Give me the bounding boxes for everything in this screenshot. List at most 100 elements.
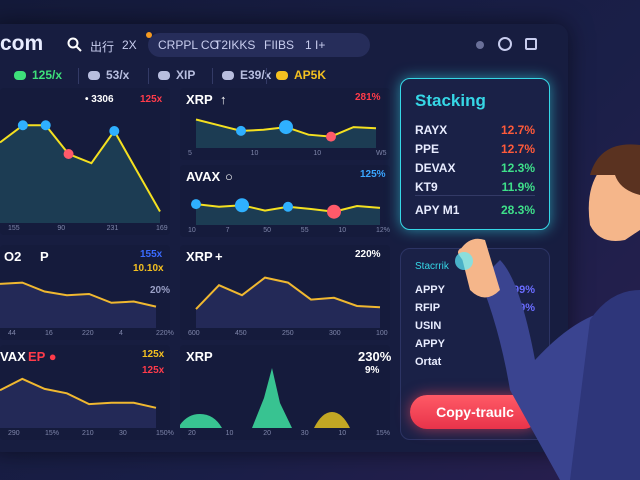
axis-tick: 55 — [300, 227, 309, 234]
axis-tick: 220% — [156, 330, 174, 337]
panel-label: 9% — [365, 365, 380, 376]
series-line — [0, 281, 157, 308]
staking-row[interactable]: PPE 12.7% — [415, 142, 535, 156]
ticker-item[interactable]: 125/x — [32, 68, 63, 82]
data-point — [40, 120, 51, 131]
asset-name: KT9 — [415, 180, 438, 194]
refresh-icon[interactable] — [498, 37, 512, 51]
ticker-item[interactable]: 53/x — [106, 68, 130, 82]
staking-row[interactable]: DEVAX 12.3% — [415, 161, 535, 175]
copy-title: Stacrrik — [415, 261, 449, 272]
staking-card: Stacking RAYX 12.7% PPE 12.7% DEVAX 12.3% KT9 1… — [400, 78, 550, 230]
panel-label: 10.10x — [133, 263, 164, 274]
copy-row[interactable]: Ortat — [415, 356, 535, 368]
panel-label: 125x — [142, 365, 165, 376]
chart-panel[interactable]: VAX EP ● 125x 125x 290 15% 210 30 150% — [0, 345, 174, 440]
panel-label: XRP — [186, 349, 213, 364]
panel-label: EP ● — [28, 349, 57, 364]
panel-label: 125x — [140, 94, 163, 105]
axis-tick: 250 — [282, 330, 294, 337]
series-line — [195, 276, 381, 310]
axis-tick: 450 — [235, 330, 247, 337]
axis-tick: 16 — [45, 330, 53, 337]
copy-row[interactable]: USIN — [415, 320, 535, 332]
area-peak — [180, 414, 222, 428]
axis-tick: W5 — [376, 150, 387, 157]
panel-label: 230% — [358, 349, 392, 364]
chart-panel[interactable]: XRP 230% 9% 20 10 20 30 10 15% — [180, 345, 392, 440]
panel-label: 125x — [142, 349, 165, 360]
axis-tick: 290 — [8, 430, 20, 437]
data-point — [63, 149, 74, 159]
trader-name: Ortat — [415, 356, 442, 368]
axis-tick: 10 — [250, 150, 259, 157]
logo: com — [0, 32, 44, 55]
copy-row[interactable]: APPY — [415, 338, 535, 350]
divider — [266, 68, 267, 84]
axis-tick: 220 — [82, 330, 94, 337]
data-point — [191, 199, 201, 210]
ticker-item[interactable]: E39/x — [240, 68, 272, 82]
chart-panel[interactable]: O2 P 155x 10.10x 20% 44 16 220 4 220% — [0, 245, 174, 340]
chart-panel[interactable]: XRP +220% 600 450 250 300 100 — [180, 245, 390, 340]
apy-value: 12.7% — [500, 123, 535, 137]
axis-tick: 15% — [45, 430, 60, 437]
chart-panel[interactable]: XRP ↑ 281% 5 10 10 W5 — [180, 88, 390, 160]
data-point — [326, 131, 336, 142]
axis-tick: 150% — [156, 430, 174, 437]
menu-icon[interactable] — [525, 38, 537, 50]
axis-tick: 600 — [188, 330, 200, 337]
data-point — [109, 126, 120, 136]
ticker-item[interactable]: AP5K — [294, 68, 327, 82]
data-point — [235, 198, 249, 213]
chart-svg — [180, 368, 350, 428]
panel-label: ↑ — [220, 92, 227, 107]
axis-tick: 10 — [338, 430, 347, 437]
coin-icon — [14, 71, 26, 80]
coin-icon — [222, 71, 234, 80]
axis-tick: 10 — [338, 227, 347, 234]
nav-pill — [148, 33, 370, 57]
axis-tick: 300 — [329, 330, 341, 337]
divider — [148, 68, 149, 84]
ticker-item[interactable]: XIP — [176, 68, 196, 82]
axis-tick: 15% — [376, 430, 391, 437]
search-icon[interactable] — [67, 37, 83, 53]
divider — [212, 68, 213, 84]
notification-dot — [146, 32, 152, 38]
area-fill — [196, 277, 380, 328]
staking-row[interactable]: KT9 11.9% — [415, 180, 535, 194]
nav-item[interactable]: FIIBS — [264, 38, 295, 52]
nav-item[interactable]: 2X — [122, 38, 137, 52]
nav-item[interactable]: CRPPL CO — [158, 38, 219, 52]
copy-row[interactable]: APPY 99% — [415, 284, 535, 296]
panel-label: 155x — [140, 249, 163, 260]
staking-row[interactable]: RAYX 12.7% — [415, 123, 535, 137]
data-point — [279, 120, 293, 135]
panel-label: VAX — [0, 349, 26, 364]
axis-tick: 12% — [376, 227, 391, 234]
trader-name: RFIP — [415, 302, 441, 314]
total-value: 28.3% — [500, 203, 535, 217]
trader-name: APPY — [415, 284, 445, 296]
chart-svg — [191, 198, 381, 225]
nav-item[interactable]: T2IKKS — [214, 38, 256, 52]
chart-panel[interactable]: AVAX ○ 125% 10 7 50 55 10 12% — [180, 165, 390, 237]
panel-label: + — [215, 249, 223, 264]
coin-icon — [88, 71, 100, 80]
chart-svg — [0, 377, 157, 428]
panel-label: 281% — [355, 92, 381, 103]
axis-tick: 20 — [263, 430, 271, 437]
axis-tick: 44 — [8, 330, 16, 337]
divider — [78, 68, 79, 84]
panel-label: P — [40, 249, 49, 264]
axis-tick: 5 — [188, 150, 192, 157]
axis-tick: 20 — [188, 430, 196, 437]
axis-tick: 90 — [57, 225, 66, 232]
divider — [415, 195, 535, 196]
nav-item[interactable]: 出行 — [90, 40, 115, 54]
asset-name: RAYX — [415, 123, 448, 137]
chart-panel[interactable]: • 3306 125x 155 90 231 169 — [0, 88, 170, 235]
nav-item[interactable]: 1 I+ — [305, 38, 326, 52]
panel-label: AVAX — [186, 169, 221, 184]
